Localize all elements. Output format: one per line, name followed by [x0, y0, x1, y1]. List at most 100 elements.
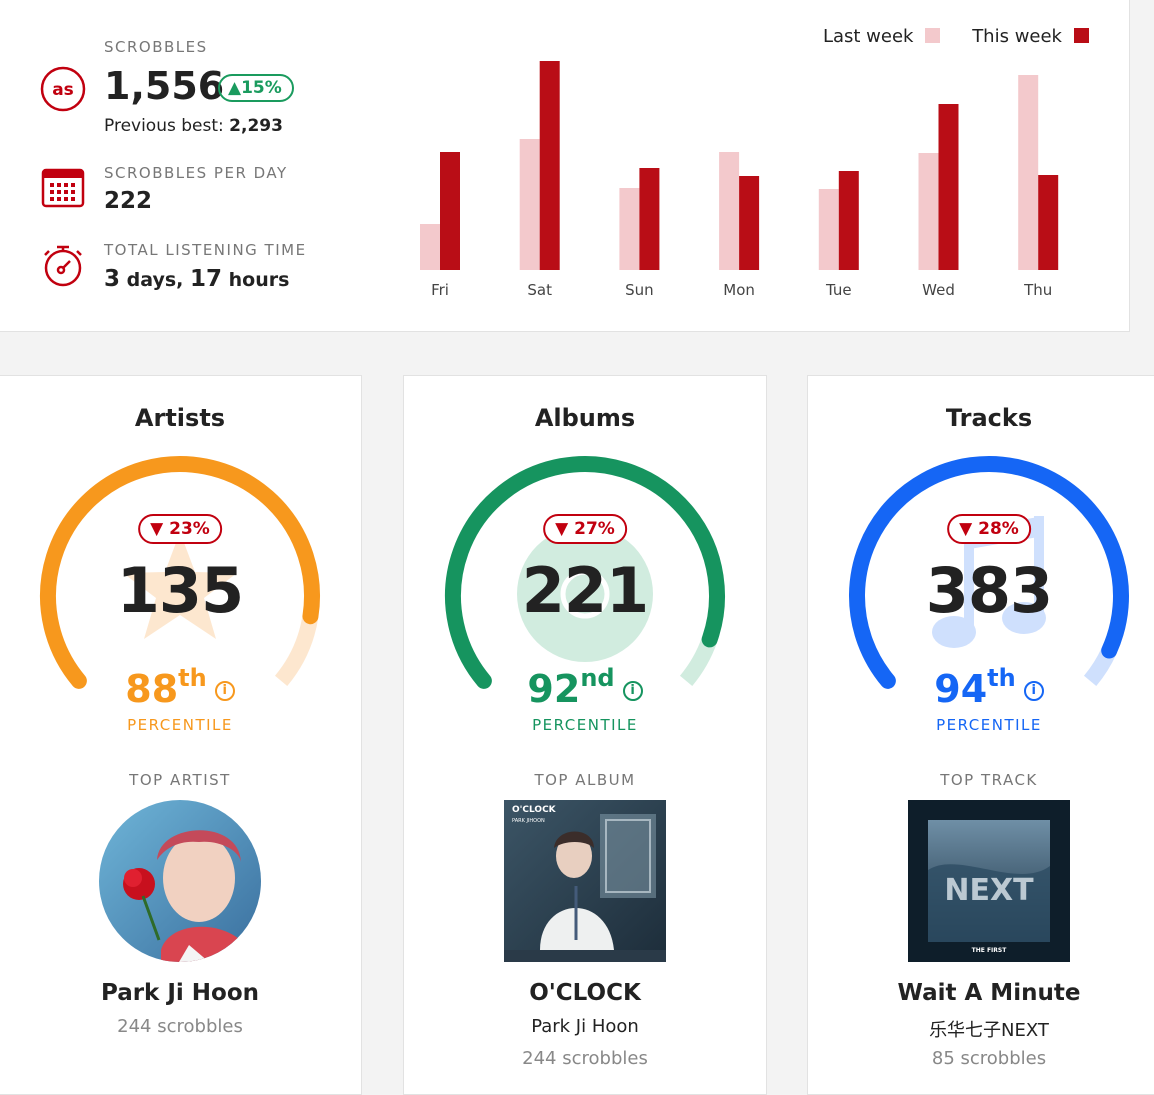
x-tick-label-tue: Tue: [825, 281, 852, 299]
triangle-down-icon: ▼: [150, 519, 170, 539]
album-cover-title: O'CLOCK: [512, 805, 557, 815]
artists-percentile: 88th i: [0, 664, 361, 711]
listening-time-stat: TOTAL LISTENING TIME 3 days, 17 hours: [40, 238, 370, 298]
top-track-label: TOP TRACK: [940, 771, 1038, 789]
stopwatch-icon: [44, 245, 82, 287]
info-icon[interactable]: i: [1023, 681, 1044, 701]
x-tick-label-wed: Wed: [922, 281, 955, 299]
gauge-fill: [40, 456, 320, 689]
star-icon: [123, 532, 237, 639]
albums-percentile: 92nd i: [404, 664, 766, 711]
scrobbles-per-day-stat: SCROBBLES PER DAY 222: [40, 160, 370, 220]
top-album-cover[interactable]: O'CLOCK PARK JIHOON: [504, 800, 666, 962]
legend-item-last-week: Last week: [823, 26, 941, 47]
bar-this-week-sun[interactable]: [639, 168, 660, 270]
top-album-artist[interactable]: Park Ji Hoon: [531, 1016, 639, 1037]
scrobbles-count: 1,556: [104, 64, 225, 108]
track-cover-image: NEXT THE FIRST: [908, 800, 1070, 962]
albums-percentile-suffix: nd: [580, 664, 615, 692]
tracks-change-badge: ▼ 28%: [947, 514, 1031, 544]
artists-gauge: ▼ 23% 135 88th i PERCENTILE: [0, 446, 361, 736]
tracks-count: 383: [925, 554, 1053, 627]
bar-this-week-mon[interactable]: [739, 176, 760, 270]
top-track-name[interactable]: Wait A Minute: [897, 980, 1081, 1006]
albums-card-title: Albums: [534, 404, 636, 432]
albums-percentile-label: PERCENTILE: [532, 716, 638, 734]
top-track-cover[interactable]: NEXT THE FIRST: [908, 800, 1070, 962]
artists-count: 135: [116, 554, 244, 627]
bar-last-week-tue[interactable]: [818, 189, 839, 270]
info-icon[interactable]: i: [622, 681, 643, 701]
legend-label-last-week: Last week: [822, 26, 914, 47]
artists-gauge-ring: [40, 456, 320, 689]
bar-last-week-sat[interactable]: [519, 139, 540, 270]
x-tick-label-sun: Sun: [625, 281, 654, 299]
scrobbles-label: SCROBBLES: [104, 38, 208, 56]
days-number: 3: [104, 266, 121, 292]
scrobbles-stat: as SCROBBLES 1,556 ▲15% Previous best: 2…: [40, 30, 370, 140]
bar-last-week-sun[interactable]: [619, 188, 640, 270]
gauge-fill: [445, 456, 725, 689]
tracks-card: Tracks ▼ 28% 383 94th i PERCENTILE TOP TR…: [807, 375, 1154, 1095]
tracks-gauge: ▼ 28% 383 94th i PERCENTILE: [808, 446, 1154, 736]
weekly-scrobbles-chart: Fri Sat Sun Mon Tue Wed Thu: [420, 61, 1059, 299]
top-track-artist[interactable]: 乐华七子NEXT: [929, 1020, 1049, 1041]
bar-this-week-wed[interactable]: [938, 104, 959, 270]
artists-card: Artists ▼ 23% 135 88th i PERCENTILE TOP A…: [0, 375, 362, 1095]
bar-last-week-wed[interactable]: [918, 153, 939, 270]
bar-last-week-thu[interactable]: [1018, 75, 1039, 270]
tracks-change-value: 28%: [978, 519, 1019, 539]
artists-percentile-number: 88: [125, 667, 179, 711]
triangle-up-icon: ▲: [228, 78, 242, 98]
tracks-percentile: 94th i: [808, 664, 1154, 711]
legend-label-this-week: This week: [972, 26, 1062, 47]
bar-last-week-fri[interactable]: [420, 224, 440, 270]
artists-percentile-label: PERCENTILE: [127, 716, 233, 734]
top-artist-scrobbles: 244 scrobbles: [117, 1016, 243, 1037]
tracks-percentile-suffix: th: [987, 664, 1016, 692]
albums-card: Albums ▼ 27% 221 92nd i PERCENTILE TOP AL…: [403, 375, 767, 1095]
artists-percentile-suffix: th: [178, 664, 207, 692]
legend-swatch-last-week: [925, 28, 941, 43]
per-day-value: 222: [104, 188, 153, 214]
track-cover-title: NEXT: [944, 873, 1034, 908]
albums-gauge-ring: [445, 456, 725, 689]
x-tick-label-thu: Thu: [1023, 281, 1052, 299]
top-artist-photo[interactable]: [99, 800, 261, 962]
previous-best-value: 2,293: [229, 116, 283, 136]
bar-this-week-tue[interactable]: [838, 171, 859, 270]
scrobbles-change-value: 15%: [241, 78, 282, 98]
bar-this-week-thu[interactable]: [1038, 175, 1059, 270]
bar-last-week-mon[interactable]: [719, 152, 740, 270]
top-artist-label: TOP ARTIST: [129, 771, 231, 789]
legend-item-this-week: This week: [972, 26, 1089, 47]
albums-percentile-number: 92: [527, 667, 581, 711]
previous-best: Previous best: 2,293: [104, 116, 283, 136]
tracks-card-title: Tracks: [945, 404, 1033, 432]
calendar-icon: [41, 168, 85, 208]
info-icon[interactable]: i: [214, 681, 235, 701]
listening-time-value: 3 days, 17 hours: [104, 266, 289, 292]
triangle-down-icon: ▼: [555, 519, 575, 539]
scrobbles-change-badge: ▲15%: [218, 74, 294, 102]
vinyl-record-icon: [517, 526, 653, 662]
artists-change-value: 23%: [169, 519, 210, 539]
x-tick-label-mon: Mon: [723, 281, 755, 299]
album-cover-image: O'CLOCK PARK JIHOON: [504, 800, 666, 962]
top-artist-name[interactable]: Park Ji Hoon: [100, 980, 260, 1006]
bar-this-week-sat[interactable]: [539, 61, 560, 270]
track-cover-subtitle: THE FIRST: [972, 947, 1008, 954]
lastfm-logo-icon: as: [40, 66, 86, 112]
albums-count: 221: [521, 554, 649, 627]
top-album-name[interactable]: O'CLOCK: [529, 980, 641, 1006]
legend-swatch-this-week: [1074, 28, 1089, 43]
bar-this-week-fri[interactable]: [440, 152, 460, 270]
hours-word: hours: [222, 269, 290, 291]
previous-best-label: Previous best:: [104, 116, 230, 136]
albums-gauge: ▼ 27% 221 92nd i PERCENTILE: [404, 446, 766, 736]
artist-photo-image: [99, 800, 261, 962]
per-day-label: SCROBBLES PER DAY: [104, 164, 288, 182]
chart-legend: Last week This week: [797, 26, 1089, 47]
listening-time-label: TOTAL LISTENING TIME: [104, 241, 307, 259]
gauge-fill: [849, 456, 1129, 689]
